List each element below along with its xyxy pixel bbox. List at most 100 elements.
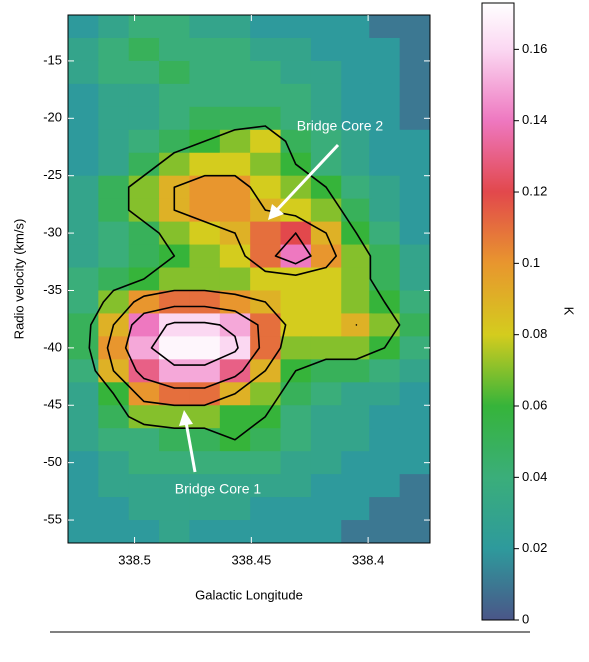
heat-cell (68, 152, 99, 177)
heat-cell (399, 290, 430, 315)
heat-cell (369, 175, 401, 200)
colorbar-tick-label: 0.04 (522, 469, 547, 484)
heat-cell (189, 451, 221, 475)
heat-cell (128, 15, 160, 39)
y-tick-label: -50 (43, 454, 62, 469)
heat-cell (341, 152, 373, 177)
heat-cell (159, 106, 191, 131)
heat-cell (98, 37, 130, 62)
colorbar-tick-label: 0.12 (522, 183, 547, 198)
heat-cell (128, 221, 160, 246)
heat-cell (369, 198, 401, 223)
heat-cell (280, 313, 312, 337)
heat-cell (128, 451, 160, 475)
heat-cell (399, 336, 430, 360)
heat-cell (98, 175, 130, 200)
heat-cell (399, 267, 430, 292)
heat-cell (159, 267, 191, 292)
heat-cell (128, 290, 160, 315)
heat-cell (68, 497, 99, 521)
heat-cell (68, 313, 99, 337)
heat-cell (68, 15, 99, 39)
heat-cell (280, 15, 312, 39)
heat-cell (219, 520, 251, 543)
heat-cell (98, 336, 130, 360)
heat-cell (399, 152, 430, 177)
heat-cell (68, 290, 99, 315)
heat-cell (98, 15, 130, 39)
y-tick-label: -35 (43, 282, 62, 297)
heat-cell (250, 474, 282, 498)
heat-cell (399, 313, 430, 337)
heat-cell (159, 313, 191, 337)
heat-cell (369, 15, 401, 39)
heat-cell (250, 83, 282, 108)
heat-cell (341, 474, 373, 498)
heat-cell (310, 152, 342, 177)
heat-cell (250, 60, 282, 85)
heat-cell (98, 267, 130, 292)
x-tick-label: 338.5 (118, 552, 151, 567)
heat-cell (128, 405, 160, 429)
heat-cell (341, 244, 373, 269)
heat-cell (250, 244, 282, 269)
heat-cell (68, 474, 99, 498)
arrow (274, 143, 340, 213)
heat-cell (159, 382, 191, 406)
heat-cell (189, 520, 221, 543)
heat-cell (399, 37, 430, 62)
heat-cell (128, 474, 160, 498)
heat-cell (189, 313, 221, 337)
contour (150, 321, 239, 366)
heat-cell (98, 520, 130, 543)
heat-cell (68, 382, 99, 406)
heat-cell (219, 198, 251, 223)
x-axis-label: Galactic Longitude (195, 587, 303, 602)
heat-cell (159, 221, 191, 246)
heat-cell (98, 244, 130, 269)
heat-cell (68, 267, 99, 292)
heat-cell (128, 83, 160, 108)
heat-cell (341, 129, 373, 154)
heat-cell (280, 428, 312, 452)
heat-cell (341, 175, 373, 200)
colorbar (481, 2, 515, 621)
heat-cell (128, 313, 160, 337)
heat-cell (128, 129, 160, 154)
heat-cell (341, 198, 373, 223)
heat-cell (159, 359, 191, 383)
heat-cell (128, 175, 160, 200)
heat-cell (341, 37, 373, 62)
heat-cell (159, 474, 191, 498)
heat-cell (280, 60, 312, 85)
heat-cell (189, 106, 221, 131)
heat-cell (189, 382, 221, 406)
heat-cell (128, 359, 160, 383)
heat-cell (189, 290, 221, 315)
heat-cell (341, 382, 373, 406)
heat-cell (310, 290, 342, 315)
heat-cell (399, 428, 430, 452)
heat-cell (310, 244, 342, 269)
heat-cell (310, 520, 342, 543)
heat-cell (310, 37, 342, 62)
heat-cell (369, 313, 401, 337)
heat-cell (250, 15, 282, 39)
heat-cell (98, 290, 130, 315)
heat-cell (68, 198, 99, 223)
heat-cell (189, 221, 221, 246)
heat-cell (310, 313, 342, 337)
heat-cell (310, 451, 342, 475)
heat-cell (399, 244, 430, 269)
heat-cell (189, 267, 221, 292)
heat-cell (128, 382, 160, 406)
contour (124, 232, 312, 389)
heatmap (68, 15, 430, 543)
heat-cell (280, 267, 312, 292)
heat-cell (159, 428, 191, 452)
heat-cell (399, 129, 430, 154)
heat-cell (189, 83, 221, 108)
heat-cell (280, 290, 312, 315)
heat-cell (280, 520, 312, 543)
